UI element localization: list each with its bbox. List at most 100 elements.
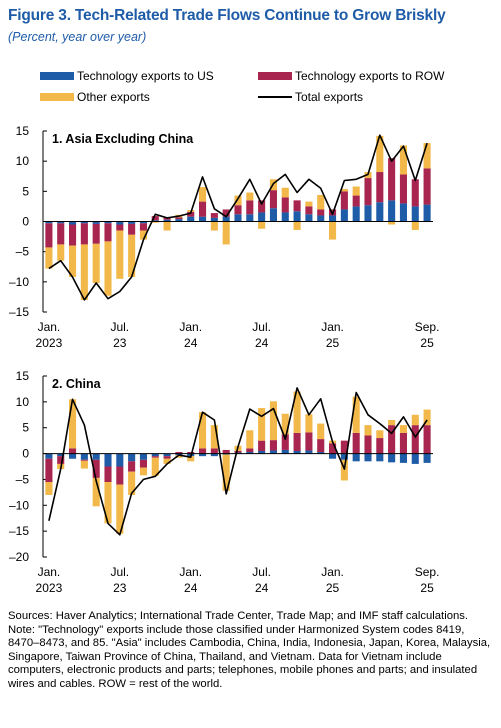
panel-title: 1. Asia Excluding China [52,132,194,146]
x-tick-label: Sep. [415,320,440,334]
bar-us [104,453,112,467]
bar-us [151,220,159,222]
bar-us [92,453,100,460]
figure-subtitle: (Percent, year over year) [8,30,147,44]
bar-row [329,443,337,454]
bar-other [45,482,53,495]
legend-item-us: Technology exports to US [40,69,214,83]
x-tick-label: 2023 [36,336,63,350]
bar-other [163,221,171,231]
bar-us [92,221,100,224]
x-tick-label: Jul. [110,320,129,334]
bar-other [281,413,289,435]
bar-other [222,221,230,245]
bar-row [293,200,301,212]
bar-row [222,449,230,454]
bar-row [116,466,124,485]
bar-row [128,461,136,472]
bar-other [69,245,77,278]
bar-us [258,450,266,454]
y-tick-label: 0 [22,215,29,229]
bar-us [116,221,124,225]
legend-label-us: Technology exports to US [77,69,214,83]
bar-other [364,425,372,436]
y-tick-label: –20 [9,550,29,564]
bar-row [258,200,266,213]
bar-row [104,223,112,242]
bar-other [151,457,159,476]
bar-us [45,453,53,459]
bar-us [163,219,171,222]
bar-row [317,439,325,453]
bar-row [317,209,325,216]
bar-row [210,213,218,218]
y-tick-label: –10 [9,275,29,289]
bar-row [246,200,254,215]
bar-row [45,458,53,483]
bar-row [411,425,419,454]
bar-us [293,211,301,222]
bar-row [269,440,277,451]
bar-us [116,453,124,467]
bar-other [423,143,431,169]
legend-item-total: Total exports [258,90,363,104]
bar-us [45,221,53,224]
bar-other [80,244,88,300]
bar-row [69,224,77,246]
x-tick-label: Jan. [179,565,202,579]
x-tick-label: 23 [113,581,127,595]
bar-us [329,453,337,459]
bar-other [210,425,218,449]
bar-row [139,223,147,231]
bar-other [151,221,159,223]
bar-us [364,205,372,222]
bar-row [57,456,65,464]
x-tick-label: Jul. [252,320,271,334]
bar-other [352,396,360,433]
bar-us [128,453,136,462]
x-tick-label: 2023 [36,581,63,595]
bar-us [199,453,207,457]
y-tick-label: 15 [16,369,30,383]
bar-us [293,450,301,454]
bar-us [139,453,147,460]
bar-row [187,452,195,454]
bar-other [92,243,100,284]
bar-row [92,223,100,244]
bar-other [199,187,207,202]
bar-us [69,453,77,459]
bar-other [269,401,277,441]
bar-row [340,191,348,210]
figure-notes: Sources: Haver Analytics; International … [8,610,496,692]
bar-row [352,195,360,207]
bar-other [317,194,325,210]
legend-item-other: Other exports [40,90,150,104]
bar-other [187,456,195,462]
bar-row [187,211,195,217]
bar-row [92,459,100,478]
bar-row [139,459,147,468]
bar-us [317,452,325,454]
bar-other [128,471,136,495]
y-tick-label: 10 [16,395,30,409]
bar-row [281,197,289,213]
bar-us [305,450,313,454]
bar-us [411,453,419,464]
bar-other [45,247,53,269]
x-tick-label: 24 [184,336,198,350]
bar-us [139,221,147,224]
legend-swatch-other [40,93,74,101]
bar-other [128,234,136,278]
bar-us [163,453,171,457]
bar-other [293,391,301,433]
bar-row [151,456,159,458]
bar-row [352,432,360,454]
bar-us [222,216,230,222]
bar-us [175,219,183,222]
chart-asia-ex-china: 15 10 5 0 –5 –10 –15 1. Asia Excluding China Jan… [9,124,440,350]
bar-us [399,203,407,222]
bar-other [305,201,313,207]
legend-label-row: Technology exports to ROW [295,69,445,83]
y-tick-label: –5 [16,472,30,486]
bar-row [399,174,407,204]
